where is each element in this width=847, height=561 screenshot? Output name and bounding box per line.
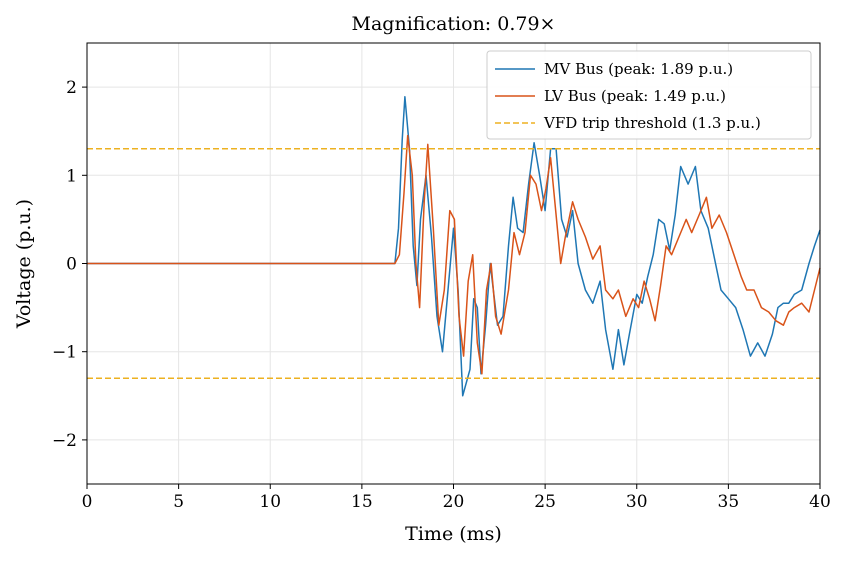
ticks: 0 5 10 15 20 25 30 35 40 −2 −1 0 1 2 <box>52 78 831 512</box>
series-line <box>87 134 821 375</box>
x-tick-label: 20 <box>443 492 465 512</box>
x-tick-label: 0 <box>82 492 93 512</box>
y-tick-label: −2 <box>52 431 77 451</box>
x-tick-label: 30 <box>626 492 648 512</box>
legend-box <box>486 50 812 140</box>
x-tick-label: 10 <box>259 492 281 512</box>
x-tick-label: 40 <box>809 492 831 512</box>
y-tick-label: 1 <box>66 166 77 186</box>
legend-label: LV Bus (peak: 1.49 p.u.) <box>544 87 726 105</box>
plot-lines <box>87 96 821 397</box>
y-tick-label: 0 <box>66 255 77 275</box>
chart-title: Magnification: 0.79× <box>352 13 556 35</box>
legend-label: VFD trip threshold (1.3 p.u.) <box>543 114 761 132</box>
legend-label: MV Bus (peak: 1.89 p.u.) <box>544 60 733 78</box>
y-axis-label: Voltage (p.u.) <box>13 199 35 329</box>
y-tick-label: −1 <box>52 343 77 363</box>
x-tick-label: 5 <box>173 492 184 512</box>
y-tick-label: 2 <box>66 78 77 98</box>
x-tick-label: 25 <box>534 492 556 512</box>
x-tick-label: 15 <box>351 492 373 512</box>
legend: MV Bus (peak: 1.89 p.u.) LV Bus (peak: 1.… <box>486 50 812 140</box>
x-tick-label: 35 <box>718 492 740 512</box>
series-line <box>87 96 821 397</box>
x-axis-label: Time (ms) <box>405 523 502 545</box>
